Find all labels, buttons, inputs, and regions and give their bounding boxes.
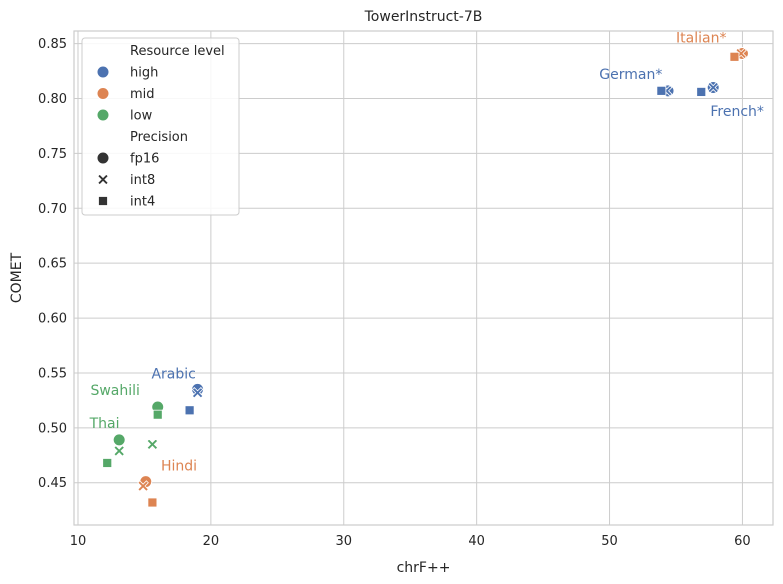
point-arabic-int4 bbox=[184, 405, 195, 416]
legend-label-mid: mid bbox=[130, 87, 155, 102]
annotation-swahili: Swahili bbox=[90, 383, 139, 399]
x-tick-label: 20 bbox=[203, 534, 220, 549]
legend: Resource level high mid low Precision fp16 int… bbox=[81, 37, 240, 216]
point-german-int4 bbox=[656, 85, 667, 96]
point-hindi-int8 bbox=[137, 480, 149, 492]
legend-label-int8: int8 bbox=[130, 173, 155, 188]
axes-frame bbox=[73, 30, 774, 526]
point-italian-int4 bbox=[729, 51, 740, 62]
point-swahili-int4 bbox=[152, 409, 163, 420]
data-points bbox=[102, 47, 749, 508]
y-tick-label: 0.45 bbox=[38, 476, 67, 491]
point-thai-int8 bbox=[113, 445, 125, 457]
legend-label-fp16: fp16 bbox=[130, 152, 159, 167]
x-tick-label: 60 bbox=[734, 534, 751, 549]
annotation-french: French* bbox=[710, 104, 764, 120]
annotation-arabic: Arabic bbox=[151, 366, 195, 382]
point-swahili-int8 bbox=[146, 438, 159, 451]
x-tick-label: 40 bbox=[468, 534, 485, 549]
point-french-int8 bbox=[707, 81, 719, 94]
point-thai-int4 bbox=[102, 458, 113, 468]
point-thai-fp16 bbox=[112, 433, 126, 447]
tick-labels: 10 20 30 40 50 60 0.45 0.50 0.55 0.60 0.65 0.70 0.75… bbox=[38, 37, 751, 549]
y-tick-label: 0.80 bbox=[38, 92, 67, 107]
legend-label-low: low bbox=[130, 109, 153, 124]
y-tick-label: 0.75 bbox=[38, 147, 67, 162]
point-arabic-fp16 bbox=[191, 382, 205, 396]
point-hindi-int4 bbox=[147, 497, 158, 508]
y-tick-label: 0.55 bbox=[38, 366, 67, 381]
legend-label-int4: int4 bbox=[130, 195, 155, 210]
axes bbox=[73, 30, 774, 526]
y-tick-label: 0.60 bbox=[38, 312, 67, 327]
legend-marker-fp16 bbox=[96, 151, 110, 165]
legend-marker-mid bbox=[96, 87, 110, 100]
annotation-german: German* bbox=[599, 67, 662, 83]
y-tick-label: 0.50 bbox=[38, 421, 67, 436]
x-tick-label: 50 bbox=[601, 534, 618, 549]
grid-lines bbox=[74, 31, 773, 525]
y-tick-label: 0.65 bbox=[38, 257, 67, 272]
point-french-int4 bbox=[696, 87, 707, 97]
legend-label-high: high bbox=[130, 66, 158, 81]
annotations: Italian* German* French* Arabic Swahili Thai H… bbox=[89, 31, 764, 475]
x-tick-label: 30 bbox=[335, 534, 352, 549]
annotation-hindi: Hindi bbox=[161, 459, 197, 475]
x-axis-label: chrF++ bbox=[397, 560, 451, 576]
legend-marker-high bbox=[96, 65, 110, 79]
annotation-italian: Italian* bbox=[676, 31, 726, 47]
y-tick-label: 0.70 bbox=[38, 202, 67, 217]
x-tick-label: 10 bbox=[70, 534, 87, 549]
chart-title: TowerInstruct-7B bbox=[364, 9, 483, 25]
legend-box bbox=[81, 37, 240, 216]
legend-marker-int4 bbox=[98, 196, 108, 206]
y-axis-label: COMET bbox=[9, 252, 25, 303]
point-arabic-int8 bbox=[191, 386, 204, 399]
legend-style-title: Precision bbox=[130, 130, 188, 145]
legend-marker-int8 bbox=[97, 173, 109, 186]
annotation-thai: Thai bbox=[89, 416, 120, 432]
legend-hue-title: Resource level bbox=[130, 44, 225, 59]
y-tick-label: 0.85 bbox=[38, 37, 67, 52]
legend-marker-low bbox=[96, 108, 110, 122]
